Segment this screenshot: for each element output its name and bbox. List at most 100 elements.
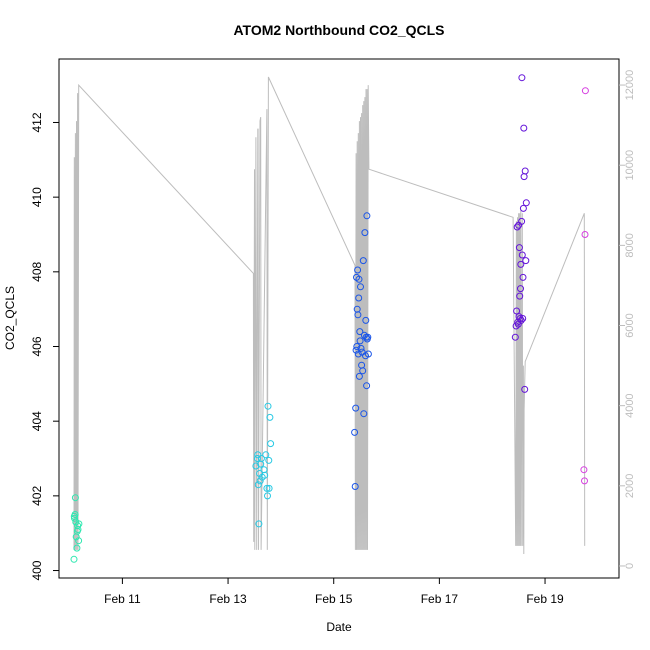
data-point (360, 410, 368, 418)
data-point (263, 484, 271, 492)
data-point (364, 350, 372, 358)
data-point (520, 124, 528, 132)
data-point (357, 344, 365, 352)
data-point (518, 251, 526, 259)
data-point (355, 275, 363, 283)
data-point (520, 173, 528, 181)
data-point (253, 455, 261, 462)
x-tick-label: Feb 15 (315, 592, 353, 606)
data-point (256, 477, 264, 485)
data-point (581, 231, 589, 238)
y-tick-label: 400 (30, 560, 44, 580)
y-tick-label: 406 (30, 336, 44, 356)
data-point (71, 494, 79, 502)
y-axis-label: CO2_QCLS (3, 286, 17, 350)
x-axis: Feb 11 Feb 13 Feb 15 Feb 17 Feb 19 (104, 578, 564, 606)
data-point (522, 257, 530, 265)
data-point (581, 87, 589, 95)
y-tick-label: 410 (30, 187, 44, 207)
y2-axis: 0 2000 4000 6000 8000 10000 12000 (619, 70, 636, 569)
data-point (351, 483, 359, 490)
y-tick-label: 412 (30, 112, 44, 132)
data-point (72, 518, 80, 526)
data-point (75, 537, 83, 545)
data-point (515, 244, 523, 252)
x-tick-label: Feb 19 (526, 592, 564, 606)
y2-tick-label: 2000 (624, 474, 636, 498)
altitude-line (73, 76, 586, 555)
data-point (522, 199, 530, 207)
data-point (70, 555, 78, 563)
x-tick-label: Feb 17 (421, 592, 459, 606)
data-point (254, 481, 262, 489)
altitude-line-layer (73, 76, 586, 555)
data-point (518, 74, 526, 82)
data-point (351, 428, 359, 436)
y2-tick-label: 8000 (624, 233, 636, 257)
data-point (255, 520, 263, 528)
data-point (513, 307, 521, 315)
data-point (517, 285, 524, 293)
data-point (355, 372, 363, 380)
data-point (519, 315, 527, 322)
data-point (267, 440, 275, 448)
data-point (519, 204, 527, 212)
data-point (352, 404, 360, 412)
data-point (353, 343, 361, 350)
points-layer (70, 74, 589, 563)
data-point (364, 333, 372, 341)
data-point (354, 350, 362, 358)
data-point (265, 456, 273, 464)
data-point (521, 385, 529, 393)
data-point (362, 316, 370, 324)
data-point (517, 260, 525, 268)
data-point (581, 477, 588, 485)
data-point (252, 462, 260, 470)
data-point (265, 484, 273, 492)
plot-frame (58, 58, 620, 579)
data-point (363, 212, 371, 220)
data-point (264, 492, 271, 500)
data-point (355, 294, 363, 302)
x-axis-label: Date (326, 620, 352, 634)
data-point (516, 292, 524, 300)
data-point (254, 451, 262, 459)
data-point (361, 229, 369, 237)
data-point (266, 413, 274, 421)
x-tick-label: Feb 11 (104, 592, 141, 606)
data-point (511, 333, 519, 341)
data-point (356, 337, 364, 345)
data-point (363, 382, 371, 390)
data-point (359, 367, 367, 375)
chart-title: ATOM2 Northbound CO2_QCLS (233, 22, 444, 38)
y-tick-label: 404 (30, 411, 44, 431)
data-point (262, 451, 270, 459)
data-point (354, 311, 362, 319)
y2-tick-label: 4000 (624, 393, 636, 417)
data-point (359, 257, 367, 265)
y-tick-label: 408 (30, 261, 44, 281)
data-point (264, 402, 272, 410)
data-point (354, 266, 362, 274)
data-point (261, 471, 269, 479)
data-point (513, 223, 521, 231)
data-point (512, 322, 520, 330)
y-axis: 400 402 404 406 408 410 412 (30, 112, 59, 581)
y2-tick-label: 0 (624, 563, 636, 569)
data-point (73, 544, 81, 552)
data-point (257, 455, 265, 462)
data-point (356, 328, 364, 336)
y2-tick-label: 6000 (624, 313, 636, 337)
data-point (357, 283, 364, 291)
x-tick-label: Feb 13 (209, 592, 247, 606)
y2-tick-label: 12000 (624, 70, 636, 101)
data-point (517, 316, 525, 324)
data-point (352, 346, 360, 354)
data-point (519, 273, 527, 281)
data-point (518, 217, 526, 225)
data-point (74, 522, 82, 530)
y-tick-label: 402 (30, 486, 44, 506)
data-point (521, 167, 529, 175)
data-point (580, 466, 588, 474)
